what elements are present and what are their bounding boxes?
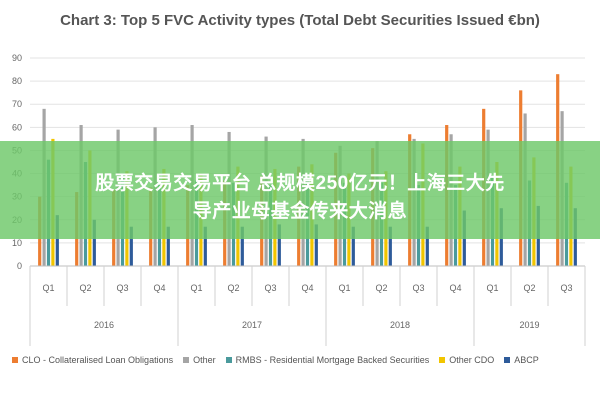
- legend-item: CLO - Collateralised Loan Obligations: [12, 355, 173, 365]
- legend-item: RMBS - Residential Mortgage Backed Secur…: [225, 355, 430, 365]
- bar: [388, 226, 392, 266]
- bar: [166, 226, 170, 266]
- x-tick-label: Q1: [338, 283, 350, 293]
- chart-legend: CLO - Collateralised Loan Obligations Oth…: [12, 352, 598, 368]
- bar: [351, 226, 355, 266]
- overlay-banner: 股票交易交易平台 总规模250亿元！上海三大先 导产业母基金传来大消息: [0, 141, 600, 239]
- x-tick-label: Q1: [486, 283, 498, 293]
- year-label: 2017: [242, 320, 262, 330]
- x-tick-label: Q3: [412, 283, 424, 293]
- legend-swatch: [183, 357, 190, 363]
- bar: [203, 226, 207, 266]
- x-tick-label: Q2: [227, 283, 239, 293]
- year-label: 2016: [94, 320, 114, 330]
- bar: [425, 226, 429, 266]
- x-tick-label: Q3: [264, 283, 276, 293]
- x-tick-label: Q4: [153, 283, 165, 293]
- legend-label: Other CDO: [449, 355, 495, 365]
- legend-swatch: [225, 357, 232, 363]
- bar: [129, 226, 133, 266]
- bar: [277, 224, 281, 266]
- legend-item: Other CDO: [439, 355, 494, 365]
- x-tick-label: Q4: [449, 283, 461, 293]
- bar: [240, 226, 244, 266]
- overlay-headline-line-2: 导产业母基金传来大消息: [192, 201, 408, 222]
- x-tick-label: Q3: [560, 283, 572, 293]
- y-tick-label: 80: [12, 76, 22, 86]
- legend-item: ABCP: [504, 355, 539, 365]
- legend-label: RMBS - Residential Mortgage Backed Secur…: [235, 355, 430, 365]
- chart-title: Chart 3: Top 5 FVC Activity types (Total…: [60, 12, 540, 29]
- x-tick-label: Q1: [42, 283, 54, 293]
- x-tick-label: Q2: [79, 283, 91, 293]
- legend-label: ABCP: [514, 355, 539, 365]
- y-tick-label: 0: [17, 261, 22, 271]
- y-tick-label: 10: [12, 238, 22, 248]
- legend-item: Other: [183, 355, 216, 365]
- legend-label: Other: [193, 355, 216, 365]
- legend-swatch: [439, 357, 446, 363]
- y-tick-label: 70: [12, 99, 22, 109]
- x-tick-label: Q2: [523, 283, 535, 293]
- year-label: 2018: [390, 320, 410, 330]
- overlay-headline-line-1: 股票交易交易平台 总规模250亿元！上海三大先: [95, 173, 505, 194]
- x-tick-label: Q3: [116, 283, 128, 293]
- x-tick-label: Q4: [301, 283, 313, 293]
- year-label: 2019: [519, 320, 539, 330]
- legend-swatch: [12, 357, 18, 363]
- bar: [55, 215, 59, 266]
- bar: [92, 219, 96, 266]
- x-tick-label: Q2: [375, 283, 387, 293]
- y-tick-label: 60: [12, 122, 22, 132]
- bar: [314, 224, 318, 266]
- legend-label: CLO - Collateralised Loan Obligations: [22, 355, 174, 365]
- y-tick-label: 90: [12, 53, 22, 63]
- legend-swatch: [504, 357, 511, 363]
- x-tick-label: Q1: [190, 283, 202, 293]
